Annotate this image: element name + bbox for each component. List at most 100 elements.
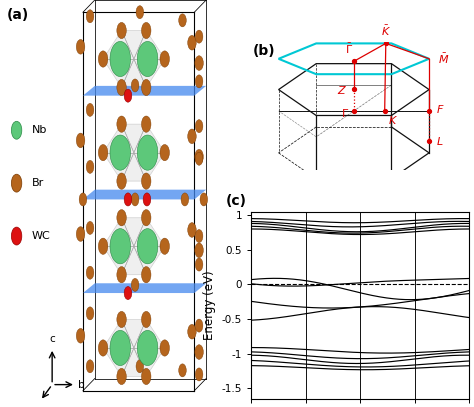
Text: $F$: $F$ bbox=[436, 103, 445, 115]
Circle shape bbox=[124, 193, 132, 206]
Text: c: c bbox=[49, 334, 55, 344]
Text: a: a bbox=[32, 405, 38, 407]
Circle shape bbox=[131, 278, 139, 291]
Circle shape bbox=[99, 238, 108, 254]
Circle shape bbox=[86, 160, 94, 173]
Circle shape bbox=[99, 340, 108, 356]
Circle shape bbox=[137, 229, 158, 264]
Circle shape bbox=[76, 39, 85, 54]
Circle shape bbox=[195, 149, 203, 164]
Circle shape bbox=[195, 30, 203, 43]
Circle shape bbox=[142, 311, 151, 328]
Circle shape bbox=[76, 328, 85, 343]
Circle shape bbox=[131, 193, 139, 206]
Circle shape bbox=[86, 103, 94, 116]
Circle shape bbox=[131, 79, 139, 92]
Circle shape bbox=[11, 174, 22, 192]
Circle shape bbox=[136, 360, 144, 373]
Circle shape bbox=[117, 267, 126, 283]
Text: $L$: $L$ bbox=[436, 135, 444, 147]
Text: b: b bbox=[78, 380, 85, 389]
Circle shape bbox=[179, 364, 186, 377]
Circle shape bbox=[110, 42, 130, 77]
Circle shape bbox=[86, 221, 94, 234]
Circle shape bbox=[160, 340, 170, 356]
Text: WC: WC bbox=[32, 231, 51, 241]
Circle shape bbox=[86, 266, 94, 279]
Circle shape bbox=[79, 193, 87, 206]
Circle shape bbox=[117, 311, 126, 328]
Circle shape bbox=[195, 319, 203, 332]
Circle shape bbox=[195, 75, 203, 88]
Circle shape bbox=[110, 229, 130, 264]
Text: $\bar{M}$: $\bar{M}$ bbox=[438, 52, 449, 66]
Polygon shape bbox=[103, 31, 165, 88]
Circle shape bbox=[124, 89, 132, 102]
Circle shape bbox=[188, 35, 196, 50]
Circle shape bbox=[160, 144, 170, 161]
Circle shape bbox=[160, 51, 170, 67]
Circle shape bbox=[188, 223, 196, 237]
Text: $\bar{K}$: $\bar{K}$ bbox=[381, 24, 391, 38]
Circle shape bbox=[142, 210, 151, 226]
Circle shape bbox=[136, 6, 144, 19]
Circle shape bbox=[195, 230, 203, 243]
Circle shape bbox=[195, 368, 203, 381]
Text: (a): (a) bbox=[7, 8, 29, 22]
Circle shape bbox=[110, 330, 130, 365]
Circle shape bbox=[11, 227, 22, 245]
Text: (b): (b) bbox=[253, 44, 275, 58]
Polygon shape bbox=[83, 283, 206, 293]
Polygon shape bbox=[103, 319, 165, 376]
Text: $\bar{\Gamma}$: $\bar{\Gamma}$ bbox=[346, 42, 354, 56]
Polygon shape bbox=[103, 124, 165, 181]
Circle shape bbox=[142, 173, 151, 189]
Circle shape bbox=[160, 238, 170, 254]
Circle shape bbox=[76, 227, 85, 241]
Circle shape bbox=[110, 135, 130, 170]
Circle shape bbox=[142, 267, 151, 283]
Polygon shape bbox=[83, 190, 206, 199]
Circle shape bbox=[124, 287, 132, 300]
Circle shape bbox=[200, 193, 208, 206]
Polygon shape bbox=[103, 218, 165, 275]
Circle shape bbox=[195, 120, 203, 133]
Circle shape bbox=[86, 360, 94, 373]
Circle shape bbox=[76, 133, 85, 148]
Circle shape bbox=[195, 152, 203, 165]
Circle shape bbox=[142, 116, 151, 132]
Circle shape bbox=[188, 129, 196, 144]
Y-axis label: Energy (eV): Energy (eV) bbox=[203, 270, 216, 340]
Text: Br: Br bbox=[32, 178, 44, 188]
Circle shape bbox=[117, 116, 126, 132]
Text: $\Gamma$: $\Gamma$ bbox=[341, 107, 349, 119]
Circle shape bbox=[117, 79, 126, 96]
Circle shape bbox=[137, 330, 158, 365]
Circle shape bbox=[117, 173, 126, 189]
Circle shape bbox=[117, 210, 126, 226]
Circle shape bbox=[11, 121, 22, 139]
Circle shape bbox=[195, 258, 203, 271]
Circle shape bbox=[117, 22, 126, 39]
Circle shape bbox=[137, 135, 158, 170]
Circle shape bbox=[181, 193, 189, 206]
Text: $K$: $K$ bbox=[388, 114, 398, 126]
Circle shape bbox=[99, 51, 108, 67]
Circle shape bbox=[195, 345, 203, 359]
Circle shape bbox=[188, 324, 196, 339]
Circle shape bbox=[195, 56, 203, 70]
Circle shape bbox=[195, 243, 203, 258]
Circle shape bbox=[86, 307, 94, 320]
Polygon shape bbox=[83, 86, 206, 96]
Circle shape bbox=[117, 368, 126, 385]
Text: $Z$: $Z$ bbox=[337, 84, 347, 96]
Circle shape bbox=[137, 42, 158, 77]
Circle shape bbox=[142, 368, 151, 385]
Circle shape bbox=[142, 79, 151, 96]
Circle shape bbox=[86, 10, 94, 23]
Circle shape bbox=[179, 14, 186, 27]
Text: Nb: Nb bbox=[32, 125, 47, 135]
Circle shape bbox=[143, 193, 151, 206]
Circle shape bbox=[99, 144, 108, 161]
Text: (c): (c) bbox=[226, 194, 247, 208]
